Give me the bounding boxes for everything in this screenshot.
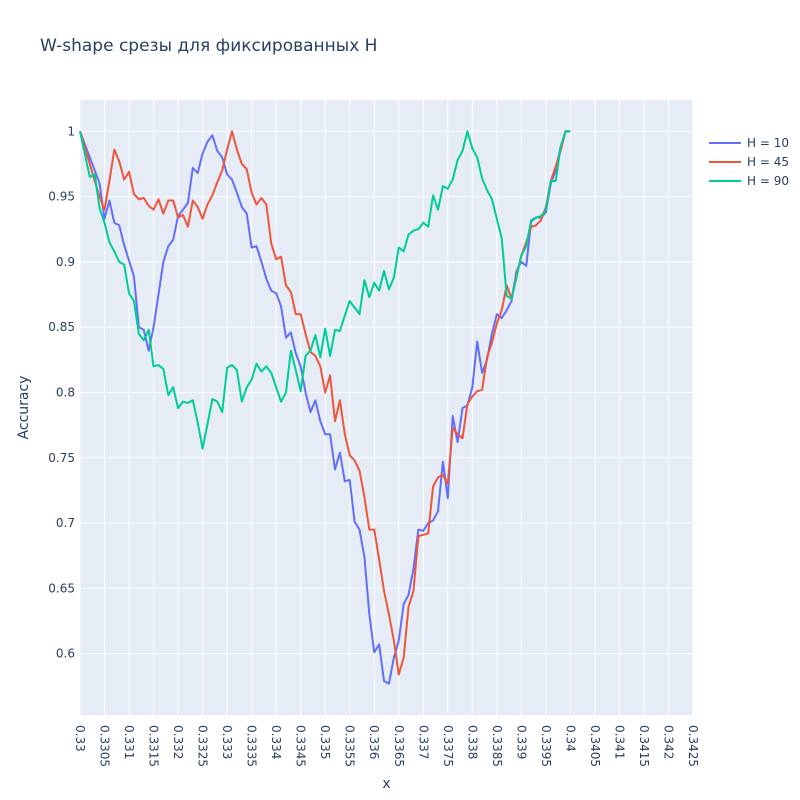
x-tick-label: 0.334 (269, 725, 283, 759)
x-tick-label: 0.335 (318, 725, 332, 759)
chart-title: W-shape срезы для фиксированных H (40, 36, 377, 56)
legend-label: H = 45 (747, 155, 789, 169)
x-tick-label: 0.3415 (637, 725, 651, 767)
y-tick-label: 0.95 (48, 190, 75, 204)
x-tick-label: 0.338 (465, 725, 479, 759)
x-tick-label: 0.3405 (588, 725, 602, 767)
x-tick-label: 0.341 (612, 725, 626, 759)
x-tick-label: 0.3315 (147, 725, 161, 767)
x-tick-label: 0.3355 (343, 725, 357, 767)
y-axis-ticks: 0.6 0.65 0.7 0.75 0.8 0.85 0.9 0.95 1 (48, 124, 75, 660)
y-tick-label: 0.85 (48, 320, 75, 334)
x-tick-label: 0.34 (563, 725, 577, 752)
series-line-3 (79, 130, 571, 450)
legend-label: H = 90 (747, 174, 789, 188)
x-tick-label: 0.3395 (539, 725, 553, 767)
x-tick-label: 0.339 (514, 725, 528, 759)
x-tick-label: 0.3305 (98, 725, 112, 767)
x-tick-label: 0.332 (171, 725, 185, 759)
x-tick-label: 0.3335 (245, 725, 259, 767)
x-tick-label: 0.333 (220, 725, 234, 759)
x-tick-label: 0.3365 (392, 725, 406, 767)
y-gridlines (80, 130, 693, 655)
x-tick-label: 0.342 (661, 725, 675, 759)
y-tick-label: 0.8 (56, 385, 75, 399)
x-tick-label: 0.331 (122, 725, 136, 759)
y-tick-label: 0.6 (56, 647, 75, 661)
legend-label: H = 10 (747, 136, 789, 150)
x-tick-label: 0.33 (73, 725, 87, 752)
plot-background (80, 100, 693, 715)
x-tick-label: 0.3425 (686, 725, 700, 767)
x-axis-title: x (382, 776, 390, 792)
x-tick-label: 0.3325 (196, 725, 210, 767)
x-tick-label: 0.3345 (294, 725, 308, 767)
x-axis-ticks: 0.33 0.3305 0.331 0.3315 0.332 0.3325 0.333 0.3… (73, 725, 700, 767)
y-tick-label: 0.7 (56, 516, 75, 530)
x-tick-label: 0.3375 (441, 725, 455, 767)
series-line-2 (79, 130, 571, 676)
x-tick-label: 0.337 (416, 725, 430, 759)
series-line-1 (79, 130, 571, 685)
x-tick-label: 0.336 (367, 725, 381, 759)
y-tick-label: 0.75 (48, 451, 75, 465)
x-tick-label: 0.3385 (490, 725, 504, 767)
x-gridlines (79, 100, 694, 715)
legend: H = 10 H = 45 H = 90 (709, 136, 789, 188)
y-axis-title: Accuracy (16, 376, 32, 440)
series-layer (79, 130, 571, 685)
y-tick-label: 0.9 (56, 255, 75, 269)
y-tick-label: 1 (67, 124, 75, 138)
y-tick-label: 0.65 (48, 581, 75, 595)
